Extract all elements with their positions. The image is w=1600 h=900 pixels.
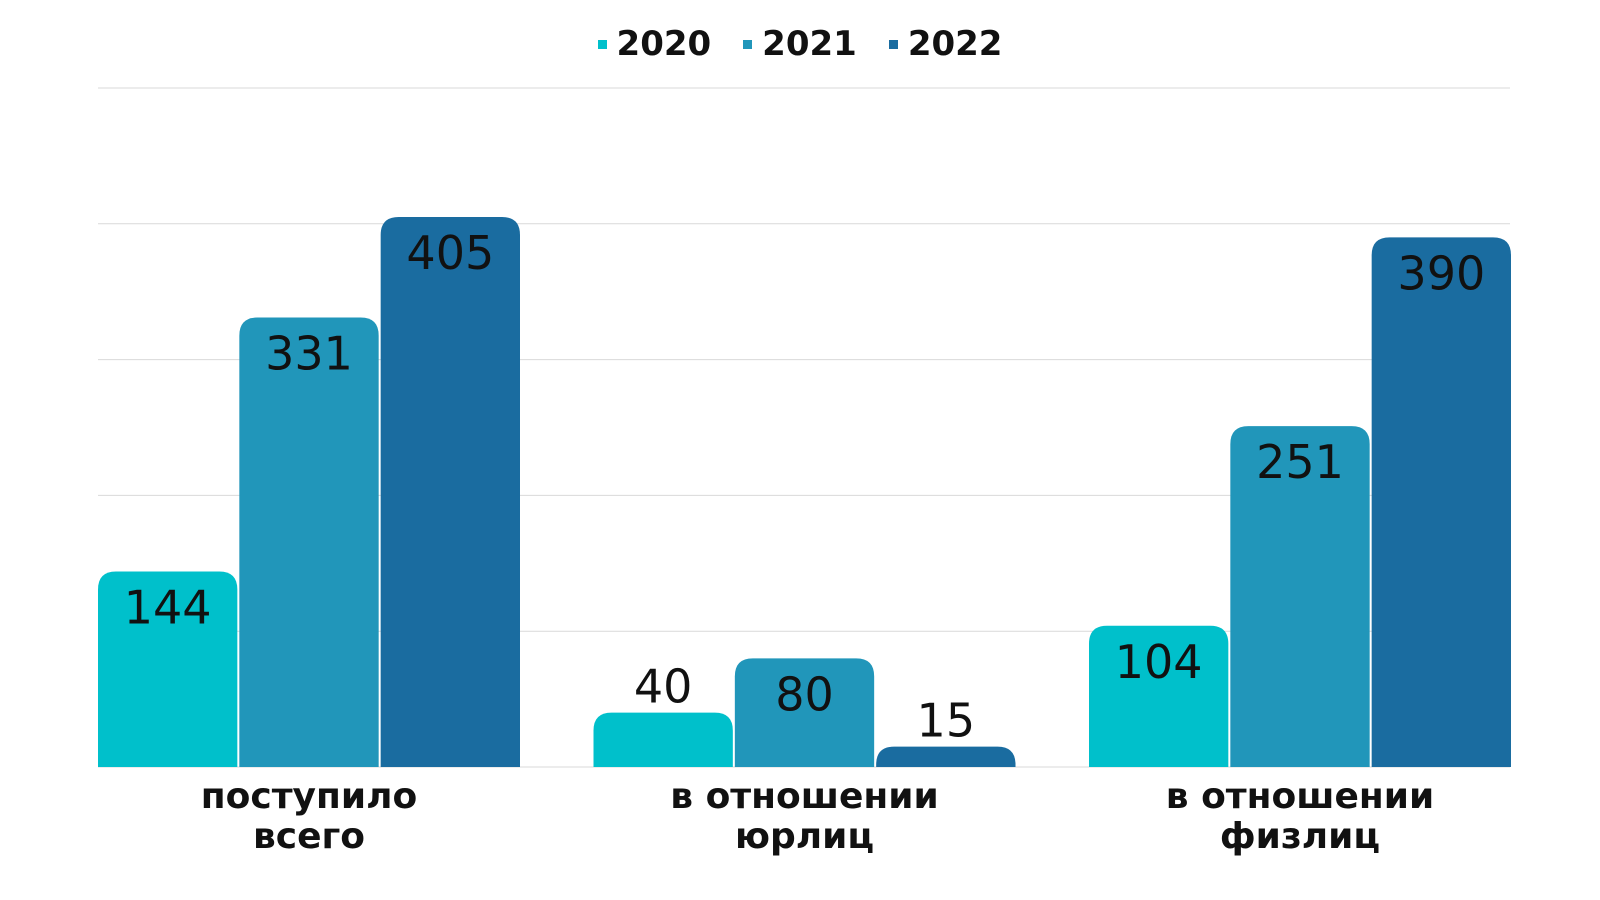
category-label: физлиц: [1220, 816, 1380, 857]
data-label: 331: [265, 327, 353, 381]
bar-2022-cat0: [380, 217, 520, 767]
bar-2021-cat0: [239, 317, 379, 767]
legend-item-2020: 2020: [597, 24, 712, 64]
legend-item-2022: 2022: [888, 24, 1003, 64]
bar-2021-cat2: [1230, 426, 1370, 767]
legend-swatch-2021: [743, 39, 753, 49]
legend-swatch-2022: [888, 39, 898, 49]
bar-2021-cat1: [734, 658, 875, 767]
bar-2022-cat2: [1371, 237, 1511, 767]
data-label: 390: [1397, 246, 1485, 300]
bar-2020-cat1: [593, 712, 733, 767]
legend-swatch-2020: [597, 39, 607, 49]
data-label: 405: [406, 226, 494, 280]
category-label: в отношении: [670, 776, 939, 817]
category-label: юрлиц: [735, 816, 874, 857]
legend-label-2020: 2020: [616, 24, 712, 64]
legend-item-2021: 2021: [743, 24, 857, 64]
bar-2022-cat1: [876, 746, 1016, 767]
bar-2020-cat2: [1089, 625, 1229, 767]
category-label: в отношении: [1166, 776, 1435, 817]
legend-label-2021: 2021: [762, 24, 857, 64]
category-label: поступило: [201, 776, 417, 817]
data-label: 80: [775, 667, 834, 721]
bar-2020-cat0: [98, 571, 238, 767]
data-label: 251: [1256, 435, 1344, 489]
legend-label-2022: 2022: [907, 24, 1003, 64]
data-label: 15: [917, 694, 976, 748]
chart-legend: 2020 2021 2022: [0, 24, 1600, 64]
data-label: 144: [124, 580, 212, 634]
category-label: всего: [253, 816, 365, 857]
data-label: 40: [634, 660, 693, 714]
data-label: 104: [1115, 635, 1203, 689]
